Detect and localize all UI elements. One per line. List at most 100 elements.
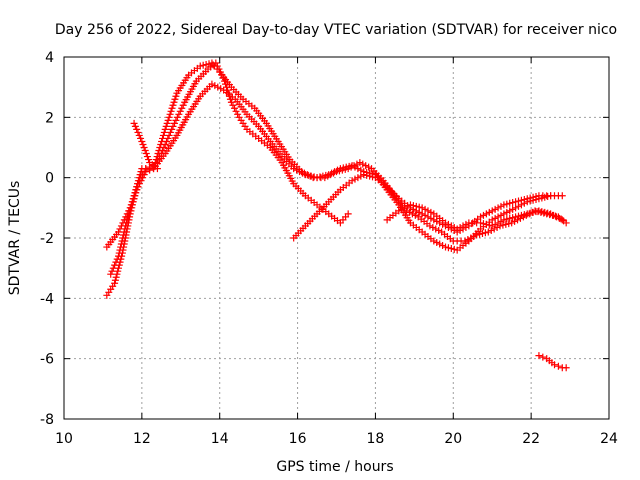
chart-title: Day 256 of 2022, Sidereal Day-to-day VTE… — [55, 22, 617, 38]
data-point-fill — [162, 122, 170, 130]
data-point-fill — [113, 270, 121, 278]
data-point-fill — [554, 362, 562, 370]
x-tick-label: 10 — [55, 431, 73, 447]
data-point-fill — [139, 140, 147, 148]
y-tick-label: -6 — [40, 352, 54, 368]
data-point-fill — [164, 134, 172, 142]
data-point-fill — [213, 62, 221, 70]
x-tick-label: 22 — [522, 431, 540, 447]
data-point-fill — [127, 204, 135, 212]
data-point-fill — [112, 258, 120, 266]
data-point — [212, 59, 220, 67]
x-tick-label: 20 — [444, 431, 462, 447]
data-point-fill — [120, 228, 128, 236]
data-point-fill — [173, 113, 181, 121]
data-point-fill — [119, 234, 127, 242]
data-point-fill — [171, 95, 179, 103]
data-point-fill — [232, 107, 240, 115]
grid-layer — [64, 57, 609, 419]
data-point-fill — [111, 261, 119, 269]
data-point — [220, 74, 228, 82]
data-point-fill — [215, 65, 223, 73]
data-point-fill — [135, 131, 143, 139]
data-point-fill — [141, 147, 149, 155]
data-point-fill — [167, 107, 175, 115]
data-point — [138, 137, 146, 145]
data-point-fill — [122, 222, 130, 230]
data-point-fill — [216, 68, 224, 76]
data-point-fill — [128, 198, 136, 206]
x-tick-label: 12 — [133, 431, 151, 447]
data-point — [130, 192, 138, 200]
data-point-fill — [123, 216, 131, 224]
data-point — [153, 165, 161, 173]
data-point-fill — [172, 92, 180, 100]
data-point-fill — [137, 134, 145, 142]
data-point-fill — [126, 207, 134, 215]
data-point-fill — [170, 98, 178, 106]
data-point-fill — [179, 101, 187, 109]
data-point — [535, 352, 543, 360]
data-point — [169, 122, 177, 130]
data-point-fill — [118, 237, 126, 245]
data-point-fill — [145, 156, 153, 164]
data-point — [107, 270, 115, 278]
data-point-fill — [127, 201, 135, 209]
data-point-fill — [137, 168, 145, 176]
data-point-fill — [175, 110, 183, 118]
y-axis-label: SDTVAR / TECUs — [7, 181, 23, 296]
data-point-fill — [132, 186, 140, 194]
x-tick-label: 14 — [211, 431, 229, 447]
data-points — [103, 59, 570, 372]
data-point — [227, 98, 235, 106]
data-point-fill — [134, 180, 142, 188]
data-point-fill — [124, 213, 132, 221]
data-point — [122, 219, 130, 227]
data-point-fill — [133, 125, 141, 133]
y-tick-label: 2 — [45, 110, 54, 126]
y-tick-label: 0 — [45, 171, 54, 187]
x-axis-label: GPS time / hours — [276, 459, 393, 475]
data-point — [562, 364, 570, 372]
x-tick-label: 16 — [289, 431, 307, 447]
data-point — [551, 361, 558, 369]
data-point-fill — [117, 243, 125, 251]
data-point — [344, 210, 352, 218]
data-point-fill — [165, 131, 173, 139]
y-tick-label: -8 — [40, 412, 54, 428]
data-point-fill — [134, 177, 142, 185]
data-point-fill — [168, 104, 176, 112]
data-point-fill — [160, 128, 168, 136]
data-point — [130, 119, 138, 127]
data-point-fill — [111, 276, 119, 284]
y-tick-label: -4 — [40, 291, 54, 307]
data-point-fill — [131, 122, 139, 130]
data-point — [562, 219, 570, 227]
data-point-fill — [231, 104, 239, 112]
data-point-fill — [172, 116, 180, 124]
data-point-fill — [178, 104, 186, 112]
data-point — [161, 125, 169, 133]
data-point-fill — [116, 246, 124, 254]
data-point — [115, 252, 122, 260]
data-point-fill — [134, 128, 142, 136]
data-point-fill — [221, 77, 229, 85]
data-point-fill — [140, 144, 148, 151]
y-tick-label: 4 — [45, 50, 54, 66]
data-point-fill — [135, 174, 143, 182]
data-point-fill — [166, 128, 174, 136]
plot-frame — [63, 56, 610, 420]
data-point-fill — [222, 80, 230, 88]
data-point-fill — [115, 249, 123, 257]
y-tick-label: -2 — [40, 231, 54, 247]
data-point-fill — [108, 267, 116, 275]
data-point-fill — [539, 353, 547, 361]
data-point — [558, 216, 566, 224]
data-point-fill — [176, 107, 184, 115]
data-point-fill — [113, 255, 121, 263]
data-point-fill — [163, 137, 171, 145]
x-tick-label: 18 — [367, 431, 385, 447]
x-tick-label: 24 — [600, 431, 618, 447]
data-point — [558, 192, 566, 200]
